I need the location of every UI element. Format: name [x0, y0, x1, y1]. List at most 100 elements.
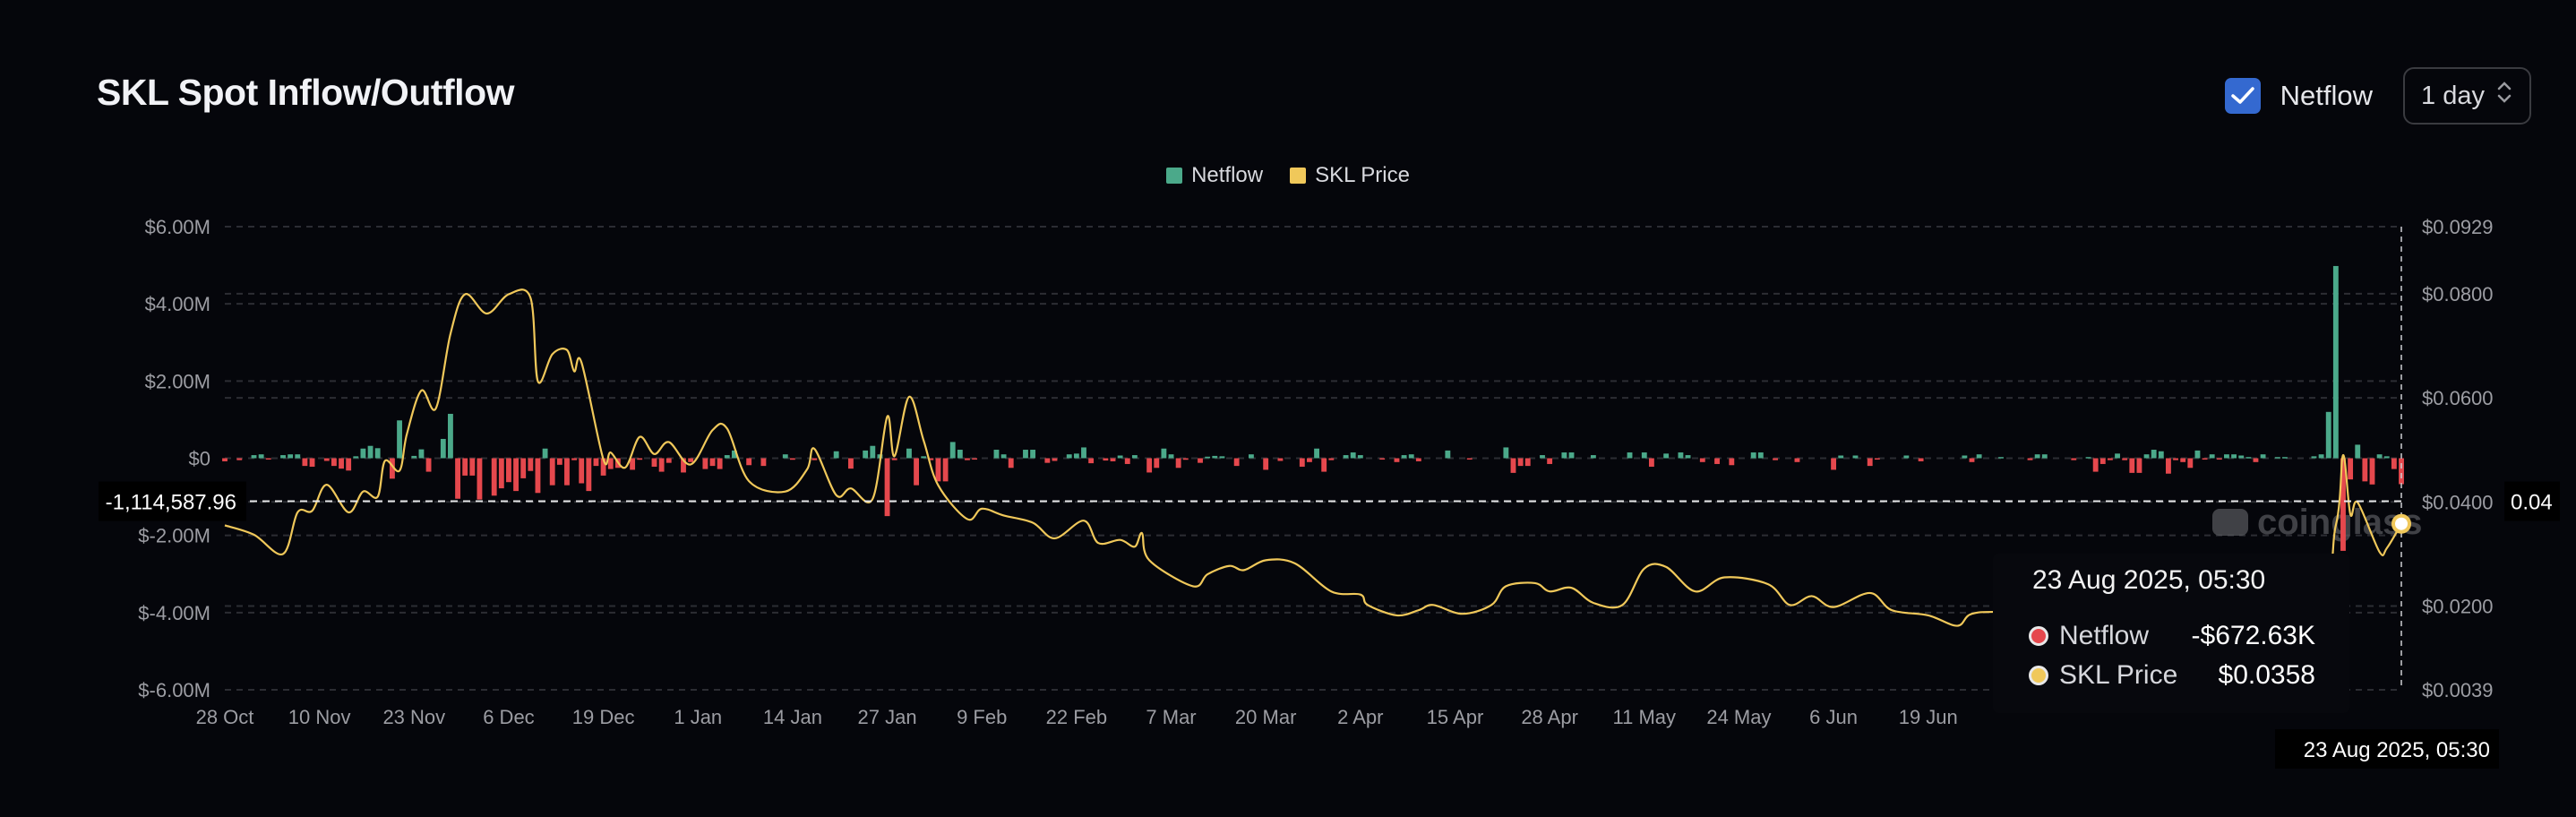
interval-value: 1 day: [2421, 81, 2485, 110]
netflow-bar: [535, 458, 541, 494]
x-tick-label: 14 Jan: [763, 706, 822, 728]
netflow-bar: [2099, 458, 2106, 464]
netflow-bar: [957, 450, 963, 459]
netflow-bar: [1568, 452, 1575, 459]
netflow-bar: [1874, 458, 1880, 460]
netflow-bar: [2085, 457, 2091, 459]
netflow-bar: [2216, 458, 2222, 460]
netflow-bar: [1175, 458, 1181, 469]
netflow-bar: [302, 458, 308, 467]
netflow-bar: [993, 450, 1000, 459]
netflow-bar: [1401, 455, 1407, 459]
netflow-bar: [2092, 458, 2099, 472]
netflow-bar: [1219, 456, 1225, 459]
netflow-bar: [1503, 447, 1509, 459]
netflow-bar: [1117, 455, 1123, 459]
netflow-bar: [760, 458, 767, 467]
crosshair-right-label: 0.04: [2511, 491, 2553, 515]
netflow-checkbox[interactable]: Netflow: [2224, 78, 2373, 114]
y-left-tick-label: $2.00M: [145, 370, 210, 392]
netflow-bar: [724, 455, 730, 459]
interval-select[interactable]: 1 day: [2403, 67, 2531, 125]
netflow-bar: [681, 458, 686, 473]
x-tick-label: 20 Mar: [1235, 706, 1296, 728]
y-left-tick-label: $-4.00M: [138, 602, 210, 624]
netflow-bar: [389, 458, 395, 479]
netflow-bar: [1146, 458, 1153, 473]
netflow-bar: [2369, 458, 2375, 485]
netflow-bar: [1757, 452, 1764, 459]
netflow-bar: [295, 454, 301, 459]
tooltip-series-value: -$672.63K: [2191, 621, 2315, 650]
netflow-bar: [353, 456, 359, 459]
netflow-bar: [2187, 458, 2194, 469]
netflow-bar: [935, 458, 941, 482]
netflow-bar: [1831, 458, 1837, 470]
check-icon[interactable]: [2224, 78, 2261, 114]
legend-swatch-price: [1290, 168, 1307, 184]
netflow-bar: [1073, 453, 1079, 459]
netflow-bar: [600, 458, 606, 476]
x-tick-label: 15 Apr: [1427, 706, 1484, 728]
netflow-bar: [339, 458, 344, 469]
netflow-bar: [331, 458, 337, 467]
netflow-bar: [833, 451, 839, 459]
y-right-tick-label: $0.0400: [2422, 491, 2494, 513]
netflow-bar: [2027, 458, 2033, 460]
netflow-bar: [1517, 458, 1524, 467]
netflow-bar: [1466, 458, 1473, 460]
netflow-bar: [2355, 444, 2361, 459]
crosshair-bottom-label-bg: [2275, 729, 2499, 769]
netflow-bar: [1168, 454, 1174, 459]
crosshair-left-label-bg: [99, 481, 246, 521]
x-tick-label: 19 Dec: [572, 706, 635, 728]
netflow-bar: [2202, 458, 2208, 460]
netflow-bar: [1248, 454, 1254, 459]
netflow-bar: [2362, 458, 2368, 482]
netflow-bar: [921, 456, 927, 459]
netflow-bar: [367, 445, 374, 459]
coinglass-logo-icon: [2212, 509, 2248, 536]
netflow-bar: [251, 455, 257, 459]
netflow-bar: [1794, 458, 1800, 462]
x-tick-label: 7 Mar: [1146, 706, 1196, 728]
x-tick-label: 10 Nov: [288, 706, 351, 728]
netflow-bar: [1131, 455, 1138, 459]
netflow-bar: [2224, 454, 2229, 459]
netflow-bar: [665, 458, 672, 463]
netflow-bar: [1103, 458, 1109, 461]
price-dot-icon: [2029, 666, 2048, 685]
netflow-bar: [440, 438, 446, 459]
netflow-bar: [564, 458, 570, 486]
netflow-bar: [2245, 457, 2252, 459]
legend-swatch-netflow: [1166, 168, 1183, 184]
netflow-bar: [528, 458, 534, 471]
netflow-bar: [1838, 455, 1844, 459]
netflow-bar: [309, 458, 315, 467]
x-tick-label: 28 Apr: [1521, 706, 1578, 728]
netflow-bar: [1008, 458, 1014, 469]
y-right-tick-label: $0.0200: [2422, 595, 2494, 617]
y-left-tick-label: $-2.00M: [138, 525, 210, 547]
legend-item-skl-price[interactable]: SKL Price: [1290, 163, 1410, 188]
netflow-bar: [1445, 450, 1451, 459]
netflow-bar: [2158, 451, 2164, 459]
netflow-bar: [462, 458, 468, 476]
netflow-bar: [2340, 458, 2346, 551]
legend-label: SKL Price: [1315, 163, 1410, 187]
netflow-bar: [2260, 454, 2266, 459]
crosshair-left-label: -1,114,587.96: [106, 491, 236, 515]
y-right-tick-label: $0.0039: [2422, 679, 2494, 701]
x-tick-label: 22 Feb: [1046, 706, 1108, 728]
netflow-bar: [1030, 450, 1036, 459]
netflow-bar: [556, 458, 562, 465]
netflow-bar: [630, 458, 636, 470]
netflow-bar: [1641, 452, 1647, 459]
tooltip-date: 23 Aug 2025, 05:30: [2032, 565, 2266, 595]
netflow-bar: [1343, 455, 1349, 459]
tooltip-series-value: $0.0358: [2218, 660, 2315, 690]
legend-item-netflow[interactable]: Netflow: [1166, 163, 1263, 188]
netflow-bar: [1685, 455, 1691, 459]
netflow-bar: [2041, 454, 2048, 459]
